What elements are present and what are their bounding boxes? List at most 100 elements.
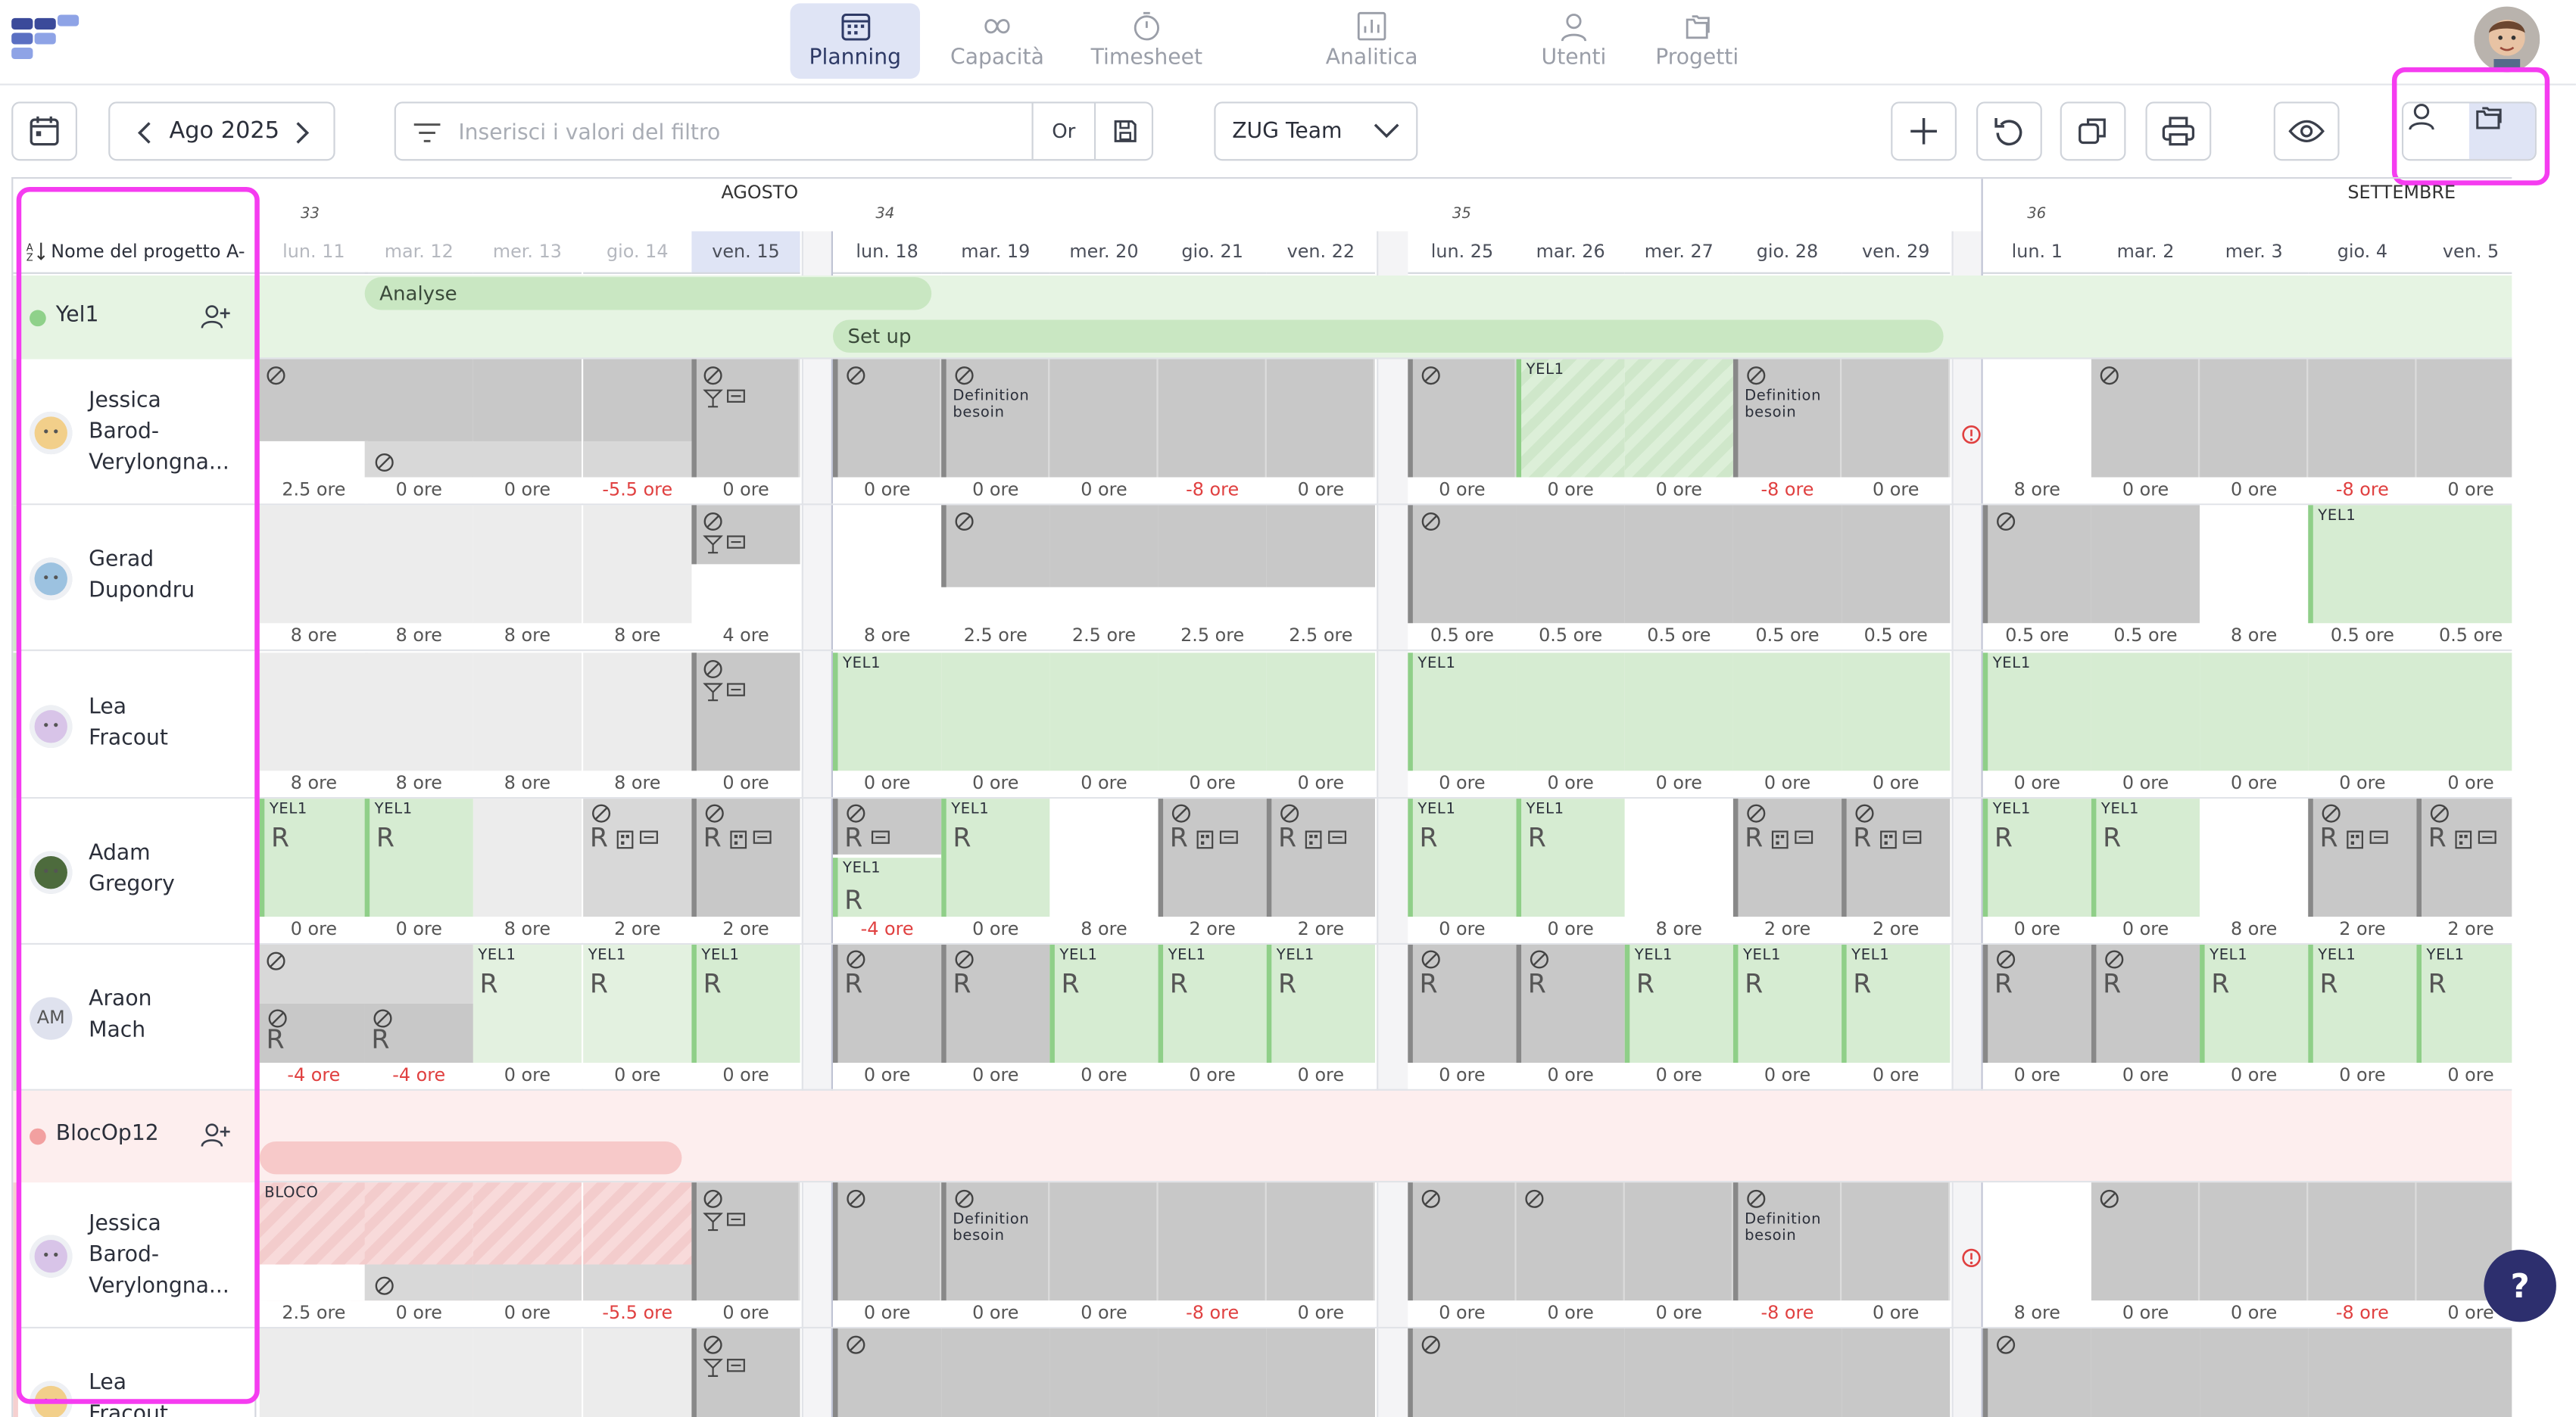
day-cell[interactable] xyxy=(364,505,473,624)
day-cell[interactable]: R xyxy=(832,799,942,855)
day-cell[interactable] xyxy=(2200,1328,2309,1417)
person-name-cell[interactable]: Jessica Barod- Verylongna... xyxy=(13,1182,257,1329)
day-cell[interactable]: R xyxy=(1266,799,1375,917)
app-logo-icon[interactable] xyxy=(11,14,87,67)
day-cell[interactable] xyxy=(1516,505,1625,624)
day-cell[interactable]: R xyxy=(259,1004,368,1064)
filter-mode-toggle[interactable]: Or xyxy=(1031,103,1094,160)
day-cell[interactable] xyxy=(2200,652,2309,771)
day-cell[interactable] xyxy=(1158,359,1267,478)
add-member-icon[interactable] xyxy=(201,303,230,335)
day-cell[interactable] xyxy=(2308,652,2417,771)
print-button[interactable] xyxy=(2145,101,2212,161)
day-cell[interactable] xyxy=(2091,652,2200,771)
day-cell[interactable] xyxy=(691,652,800,771)
nav-capacity[interactable]: Capacità xyxy=(940,3,1055,79)
day-cell[interactable]: Definition besoin xyxy=(1732,1182,1842,1301)
day-cell[interactable]: Definition besoin xyxy=(941,1182,1050,1301)
day-cell[interactable] xyxy=(941,652,1050,771)
phase-bar-analyse[interactable]: Analyse xyxy=(364,277,932,310)
day-cell[interactable]: YEL1 R xyxy=(472,945,582,1064)
day-cell[interactable] xyxy=(1049,1182,1159,1301)
day-cell[interactable]: R xyxy=(2308,799,2417,917)
day-cell[interactable] xyxy=(1266,505,1375,587)
day-cell[interactable] xyxy=(472,1328,582,1417)
day-cell[interactable] xyxy=(832,359,942,478)
person-name-cell[interactable]: Jessica Barod- Verylongna... xyxy=(13,359,257,506)
day-cell[interactable] xyxy=(2200,799,2309,917)
day-cell[interactable] xyxy=(1982,505,2091,624)
day-cell[interactable] xyxy=(2308,359,2417,478)
day-cell[interactable]: YEL1 R xyxy=(941,799,1050,917)
day-cell[interactable] xyxy=(2308,1182,2417,1301)
day-cell[interactable] xyxy=(1624,505,1733,624)
day-cell[interactable] xyxy=(364,1328,473,1417)
day-cell[interactable] xyxy=(1158,1328,1267,1417)
day-cell[interactable]: YEL1 R xyxy=(1049,945,1159,1064)
day-cell[interactable] xyxy=(1624,1182,1733,1301)
nav-users[interactable]: Utenti xyxy=(1528,3,1620,79)
day-cell[interactable]: YEL1 R xyxy=(1842,945,1951,1064)
filter-input[interactable] xyxy=(458,116,1017,150)
day-cell[interactable]: R xyxy=(2416,799,2512,917)
save-filter-button[interactable] xyxy=(1093,103,1153,160)
day-cell[interactable]: YEL1 R xyxy=(1732,945,1842,1064)
project-name-column-header[interactable]: A Z Nome del progetto A- xyxy=(13,231,257,274)
add-member-icon[interactable] xyxy=(201,1122,230,1154)
phase-bar-bloc[interactable] xyxy=(259,1141,682,1175)
day-cell[interactable]: YEL1 xyxy=(1408,652,1517,771)
day-cell[interactable]: YEL1 R xyxy=(691,945,800,1064)
day-cell[interactable]: YEL1 R xyxy=(1158,945,1267,1064)
view-by-user-button[interactable] xyxy=(2403,103,2469,160)
day-cell[interactable] xyxy=(1842,1328,1951,1417)
day-cell[interactable] xyxy=(583,1328,692,1417)
day-cell[interactable] xyxy=(1049,359,1159,478)
day-cell[interactable] xyxy=(2416,1328,2512,1417)
day-cell[interactable]: R xyxy=(583,799,692,917)
warning-icon[interactable] xyxy=(1962,1243,1982,1274)
day-cell[interactable] xyxy=(832,505,942,624)
day-cell[interactable]: YEL1 R xyxy=(832,858,942,917)
day-cell[interactable]: YEL1 R xyxy=(1266,945,1375,1064)
day-cell[interactable] xyxy=(472,799,582,917)
refresh-button[interactable] xyxy=(1976,101,2042,161)
day-cell[interactable] xyxy=(1049,652,1159,771)
day-cell[interactable] xyxy=(691,505,800,565)
day-cell[interactable]: R xyxy=(941,945,1050,1064)
day-cell[interactable] xyxy=(2200,359,2309,478)
day-cell[interactable] xyxy=(1408,359,1517,478)
day-cell[interactable] xyxy=(1842,1182,1951,1301)
day-cell[interactable]: YEL1 xyxy=(832,652,942,771)
day-cell[interactable] xyxy=(1842,359,1951,478)
day-cell[interactable]: R xyxy=(1982,945,2091,1064)
day-cell[interactable] xyxy=(2091,359,2200,478)
day-cell[interactable] xyxy=(1049,799,1159,917)
view-by-project-button[interactable] xyxy=(2468,103,2535,160)
day-cell[interactable]: YEL1 R xyxy=(1516,799,1625,917)
day-cell[interactable] xyxy=(1732,1328,1842,1417)
nav-projects[interactable]: Progetti xyxy=(1646,3,1748,79)
day-cell[interactable] xyxy=(691,359,800,478)
day-cell[interactable] xyxy=(1158,1182,1267,1301)
day-cell[interactable] xyxy=(1408,1328,1517,1417)
day-cell[interactable]: YEL1 R xyxy=(1408,799,1517,917)
day-cell[interactable]: R xyxy=(2091,945,2200,1064)
day-cell[interactable] xyxy=(1982,1328,2091,1417)
day-cell[interactable]: R xyxy=(1408,945,1517,1064)
day-cell[interactable]: YEL1 R xyxy=(2200,945,2309,1064)
day-cell[interactable] xyxy=(941,1328,1050,1417)
day-cell[interactable] xyxy=(1516,1328,1625,1417)
day-cell[interactable] xyxy=(2308,1328,2417,1417)
day-cell[interactable] xyxy=(2091,505,2200,624)
day-cell[interactable] xyxy=(1732,652,1842,771)
add-button[interactable] xyxy=(1891,101,1957,161)
day-cell[interactable] xyxy=(259,1328,368,1417)
day-cell[interactable] xyxy=(941,505,1050,587)
person-name-cell[interactable]: AM Araon Mach xyxy=(13,945,257,1091)
day-cell[interactable] xyxy=(2091,1182,2200,1301)
day-cell[interactable]: YEL1 R xyxy=(1624,945,1733,1064)
day-cell[interactable] xyxy=(1516,1182,1625,1301)
day-cell[interactable] xyxy=(1624,652,1733,771)
chevron-right-icon[interactable] xyxy=(294,121,310,144)
day-cell[interactable] xyxy=(2416,505,2512,624)
